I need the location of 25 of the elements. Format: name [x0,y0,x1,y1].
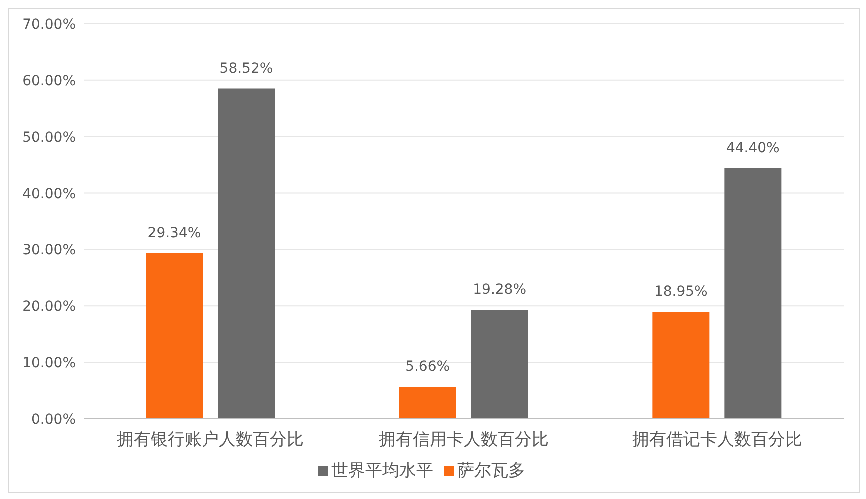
y-tick-label: 60.00% [22,73,76,90]
bar [471,310,528,419]
data-label: 19.28% [473,282,527,298]
y-tick-label: 0.00% [32,412,76,428]
data-label: 58.52% [220,60,274,77]
y-tick-label: 10.00% [22,356,76,372]
x-tick-label: 拥有信用卡人数百分比 [379,430,549,450]
bar [146,253,203,419]
y-tick-label: 50.00% [22,130,76,146]
legend-label: 萨尔瓦多 [458,461,526,481]
bar [218,88,275,419]
x-tick-label: 拥有借记卡人数百分比 [632,430,802,450]
legend-label: 世界平均水平 [332,461,434,481]
y-tick-label: 30.00% [22,242,76,259]
bar [724,168,782,419]
data-label: 5.66% [406,359,450,376]
y-tick-label: 40.00% [22,186,76,202]
x-tick-label: 拥有银行账户人数百分比 [117,430,304,450]
data-label: 44.40% [726,140,780,156]
y-tick-label: 70.00% [22,16,76,33]
data-label: 29.34% [148,225,202,242]
bar [399,387,456,419]
bar [652,312,710,419]
data-label: 18.95% [654,284,708,300]
y-tick-label: 20.00% [22,299,76,316]
